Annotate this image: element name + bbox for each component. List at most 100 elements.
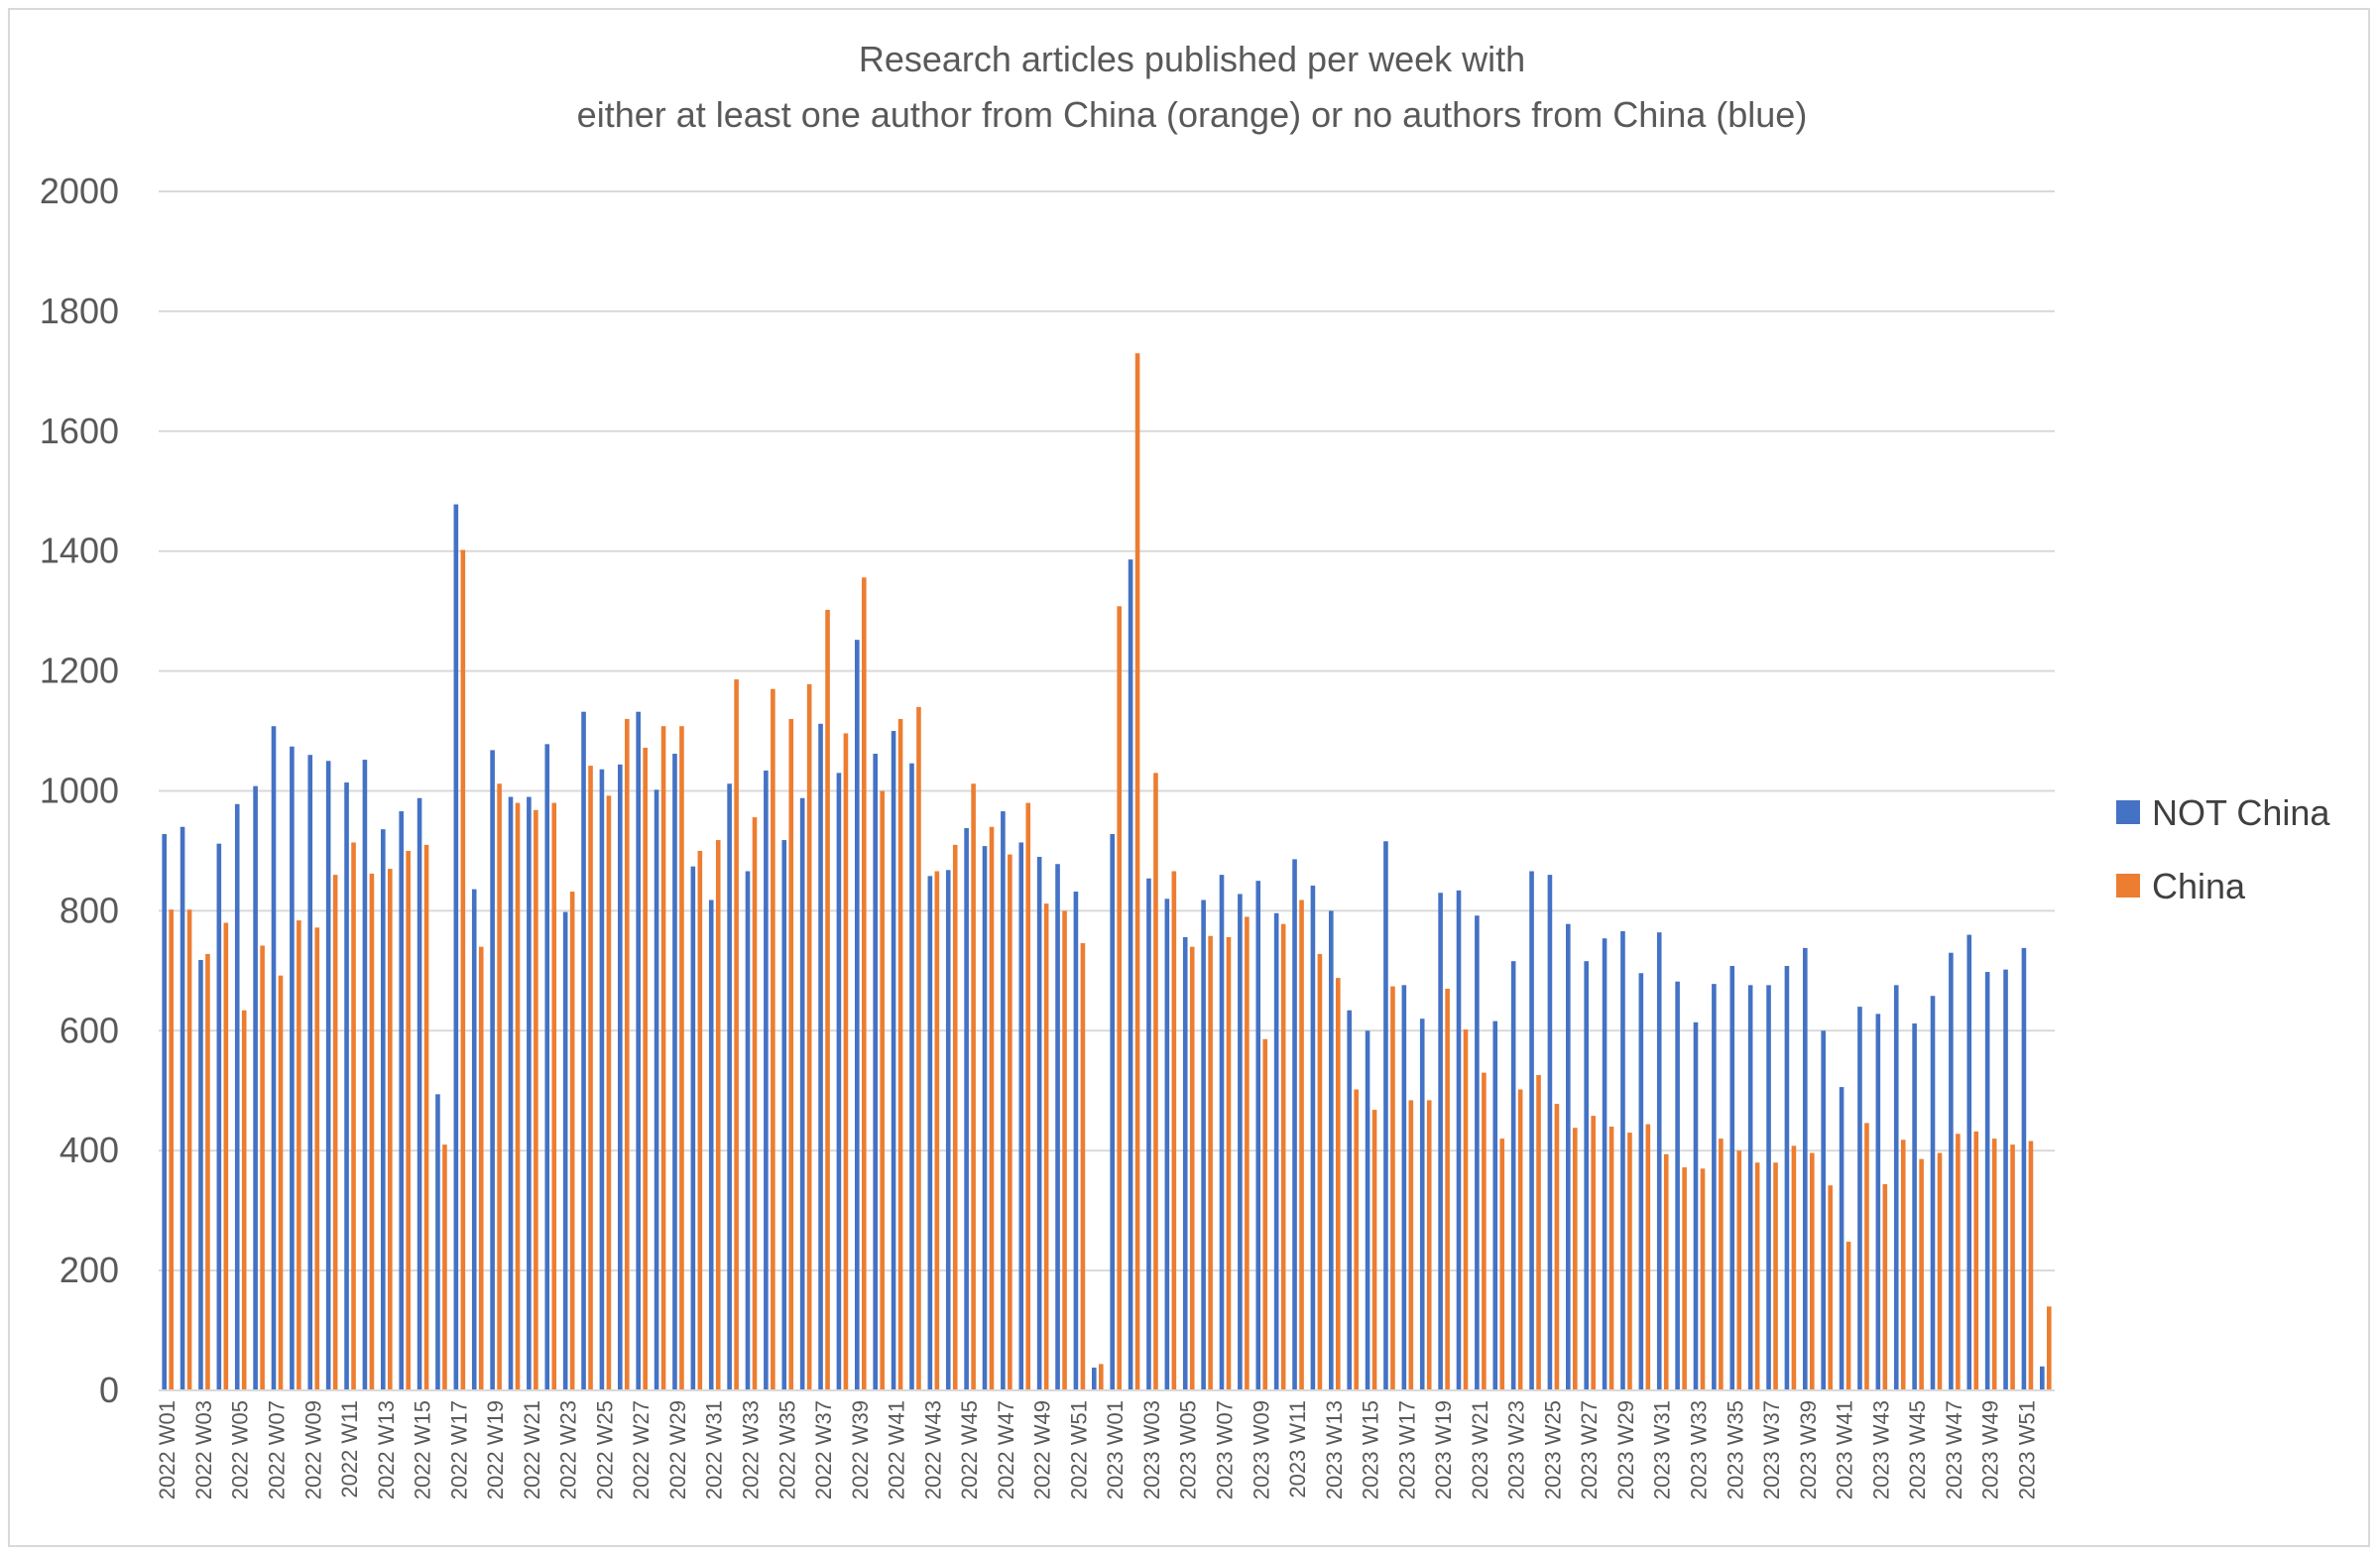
bar-china-2023-w11 bbox=[1299, 899, 1304, 1390]
bar-not-china-2023-w37 bbox=[1766, 985, 1771, 1390]
bar-china-2023-w23 bbox=[1517, 1089, 1523, 1390]
bar-not-china-2023-w13 bbox=[1329, 910, 1334, 1390]
bar-not-china-2022-w16 bbox=[435, 1094, 440, 1390]
y-tick-label-1400: 1400 bbox=[40, 531, 119, 571]
x-tick-label: 2022 W09 bbox=[300, 1400, 325, 1499]
x-tick-label: 2022 W39 bbox=[848, 1400, 873, 1499]
bar-not-china-2023-w25 bbox=[1547, 875, 1553, 1390]
bar-not-china-2022-w23 bbox=[562, 911, 568, 1390]
bar-china-2023-w24 bbox=[1536, 1075, 1541, 1390]
bar-not-china-2022-w33 bbox=[745, 871, 751, 1390]
bar-china-2023-w52 bbox=[2047, 1306, 2052, 1390]
x-tick-label: 2023 W01 bbox=[1103, 1400, 1128, 1499]
bar-china-2023-w30 bbox=[1645, 1124, 1651, 1390]
bar-china-2023-w28 bbox=[1608, 1127, 1614, 1390]
y-tick-label-1600: 1600 bbox=[40, 411, 119, 451]
bar-china-2022-w32 bbox=[734, 679, 739, 1390]
bar-not-china-2023-w28 bbox=[1602, 938, 1607, 1390]
bar-china-2022-w46 bbox=[989, 826, 995, 1390]
bar-not-china-2022-w22 bbox=[544, 744, 550, 1390]
x-tick-label: 2023 W05 bbox=[1176, 1400, 1201, 1499]
bar-not-china-2022-w30 bbox=[690, 866, 696, 1390]
bar-china-2022-w31 bbox=[715, 840, 721, 1390]
bar-china-2023-w14 bbox=[1354, 1089, 1359, 1390]
bar-china-2023-w25 bbox=[1554, 1104, 1560, 1390]
x-tick-label: 2023 W47 bbox=[1942, 1400, 1966, 1499]
bar-china-2023-w17 bbox=[1408, 1100, 1414, 1390]
bar-china-2022-w43 bbox=[934, 871, 940, 1390]
bar-china-2022-w41 bbox=[897, 718, 903, 1390]
bar-china-2023-w26 bbox=[1573, 1128, 1578, 1390]
x-tick-label: 2023 W37 bbox=[1759, 1400, 1784, 1499]
x-tick-label: 2022 W51 bbox=[1066, 1400, 1091, 1499]
x-tick-label: 2022 W19 bbox=[483, 1400, 508, 1499]
bar-not-china-2022-w21 bbox=[527, 796, 532, 1390]
bar-not-china-2022-w52 bbox=[1092, 1368, 1097, 1390]
bar-china-2022-w18 bbox=[478, 946, 484, 1390]
bar-china-2023-w43 bbox=[1882, 1184, 1888, 1390]
bar-not-china-2022-w25 bbox=[599, 769, 605, 1390]
x-tick-label: 2022 W11 bbox=[337, 1400, 362, 1498]
bar-not-china-2022-w11 bbox=[344, 782, 349, 1390]
bar-not-china-2022-w15 bbox=[416, 797, 422, 1390]
bar-not-china-2022-w17 bbox=[453, 504, 459, 1390]
bar-china-2022-w40 bbox=[880, 790, 885, 1390]
bar-not-china-2022-w24 bbox=[581, 711, 586, 1390]
bar-china-2023-w10 bbox=[1280, 923, 1286, 1390]
bar-not-china-2023-w14 bbox=[1347, 1010, 1352, 1390]
bar-not-china-2022-w49 bbox=[1036, 856, 1042, 1390]
bar-not-china-2023-w38 bbox=[1784, 966, 1790, 1390]
bar-not-china-2022-w06 bbox=[253, 785, 258, 1390]
legend-label-not-china: NOT China bbox=[2152, 792, 2330, 833]
bar-china-2023-w15 bbox=[1371, 1110, 1377, 1390]
bar-china-2022-w07 bbox=[278, 975, 284, 1390]
chart-frame: Research articles published per week wit… bbox=[8, 8, 2370, 1547]
x-tick-label: 2023 W23 bbox=[1504, 1400, 1529, 1499]
bar-not-china-2022-w41 bbox=[891, 731, 896, 1390]
bar-not-china-2023-w07 bbox=[1219, 875, 1225, 1390]
bar-not-china-2022-w36 bbox=[799, 797, 805, 1390]
bar-not-china-2023-w04 bbox=[1164, 898, 1170, 1390]
bar-not-china-2022-w35 bbox=[781, 840, 787, 1390]
bar-china-2022-w17 bbox=[460, 549, 466, 1390]
bar-china-2022-w34 bbox=[771, 688, 775, 1390]
bar-china-2023-w06 bbox=[1208, 935, 1213, 1390]
bar-china-2023-w38 bbox=[1791, 1145, 1797, 1390]
y-tick-label-600: 600 bbox=[60, 1010, 119, 1050]
bar-china-2022-w49 bbox=[1043, 903, 1049, 1390]
x-tick-label: 2023 W21 bbox=[1468, 1400, 1492, 1499]
x-tick-label: 2022 W45 bbox=[957, 1400, 982, 1499]
x-tick-label: 2022 W27 bbox=[629, 1400, 654, 1499]
bar-china-2023-w03 bbox=[1153, 773, 1158, 1390]
x-tick-label: 2023 W31 bbox=[1650, 1400, 1675, 1499]
legend-swatch-china bbox=[2116, 874, 2140, 898]
bar-not-china-2023-w42 bbox=[1857, 1007, 1862, 1390]
bar-not-china-2022-w08 bbox=[290, 746, 295, 1390]
x-tick-label: 2023 W09 bbox=[1249, 1400, 1273, 1499]
bar-not-china-2022-w18 bbox=[471, 889, 477, 1390]
bar-china-2022-w08 bbox=[297, 920, 301, 1390]
bar-china-2022-w21 bbox=[534, 809, 538, 1390]
bar-china-2022-w11 bbox=[351, 842, 356, 1390]
bar-china-2023-w16 bbox=[1390, 986, 1395, 1390]
bar-china-2023-w51 bbox=[2028, 1140, 2034, 1390]
bar-not-china-2022-w05 bbox=[234, 803, 240, 1390]
x-tick-label: 2022 W41 bbox=[885, 1400, 909, 1499]
bar-not-china-2023-w47 bbox=[1949, 952, 1954, 1390]
bar-china-2023-w48 bbox=[1973, 1131, 1979, 1390]
bar-china-2023-w31 bbox=[1663, 1153, 1669, 1390]
bar-not-china-2023-w52 bbox=[2040, 1366, 2045, 1390]
bar-china-2023-w19 bbox=[1445, 988, 1450, 1390]
bar-china-2022-w25 bbox=[606, 795, 612, 1390]
y-tick-label-200: 200 bbox=[60, 1250, 119, 1290]
bar-china-2022-w10 bbox=[332, 875, 338, 1390]
bar-not-china-2023-w26 bbox=[1566, 923, 1571, 1390]
x-tick-label: 2023 W49 bbox=[1978, 1400, 2003, 1499]
x-tick-label: 2023 W07 bbox=[1213, 1400, 1238, 1499]
bar-china-2023-w39 bbox=[1810, 1152, 1815, 1390]
x-tick-label: 2022 W17 bbox=[446, 1400, 471, 1499]
bar-china-2023-w12 bbox=[1317, 953, 1323, 1390]
bar-not-china-2023-w30 bbox=[1638, 973, 1644, 1390]
bar-not-china-2022-w04 bbox=[216, 843, 222, 1390]
bar-not-china-2023-w16 bbox=[1383, 841, 1388, 1390]
